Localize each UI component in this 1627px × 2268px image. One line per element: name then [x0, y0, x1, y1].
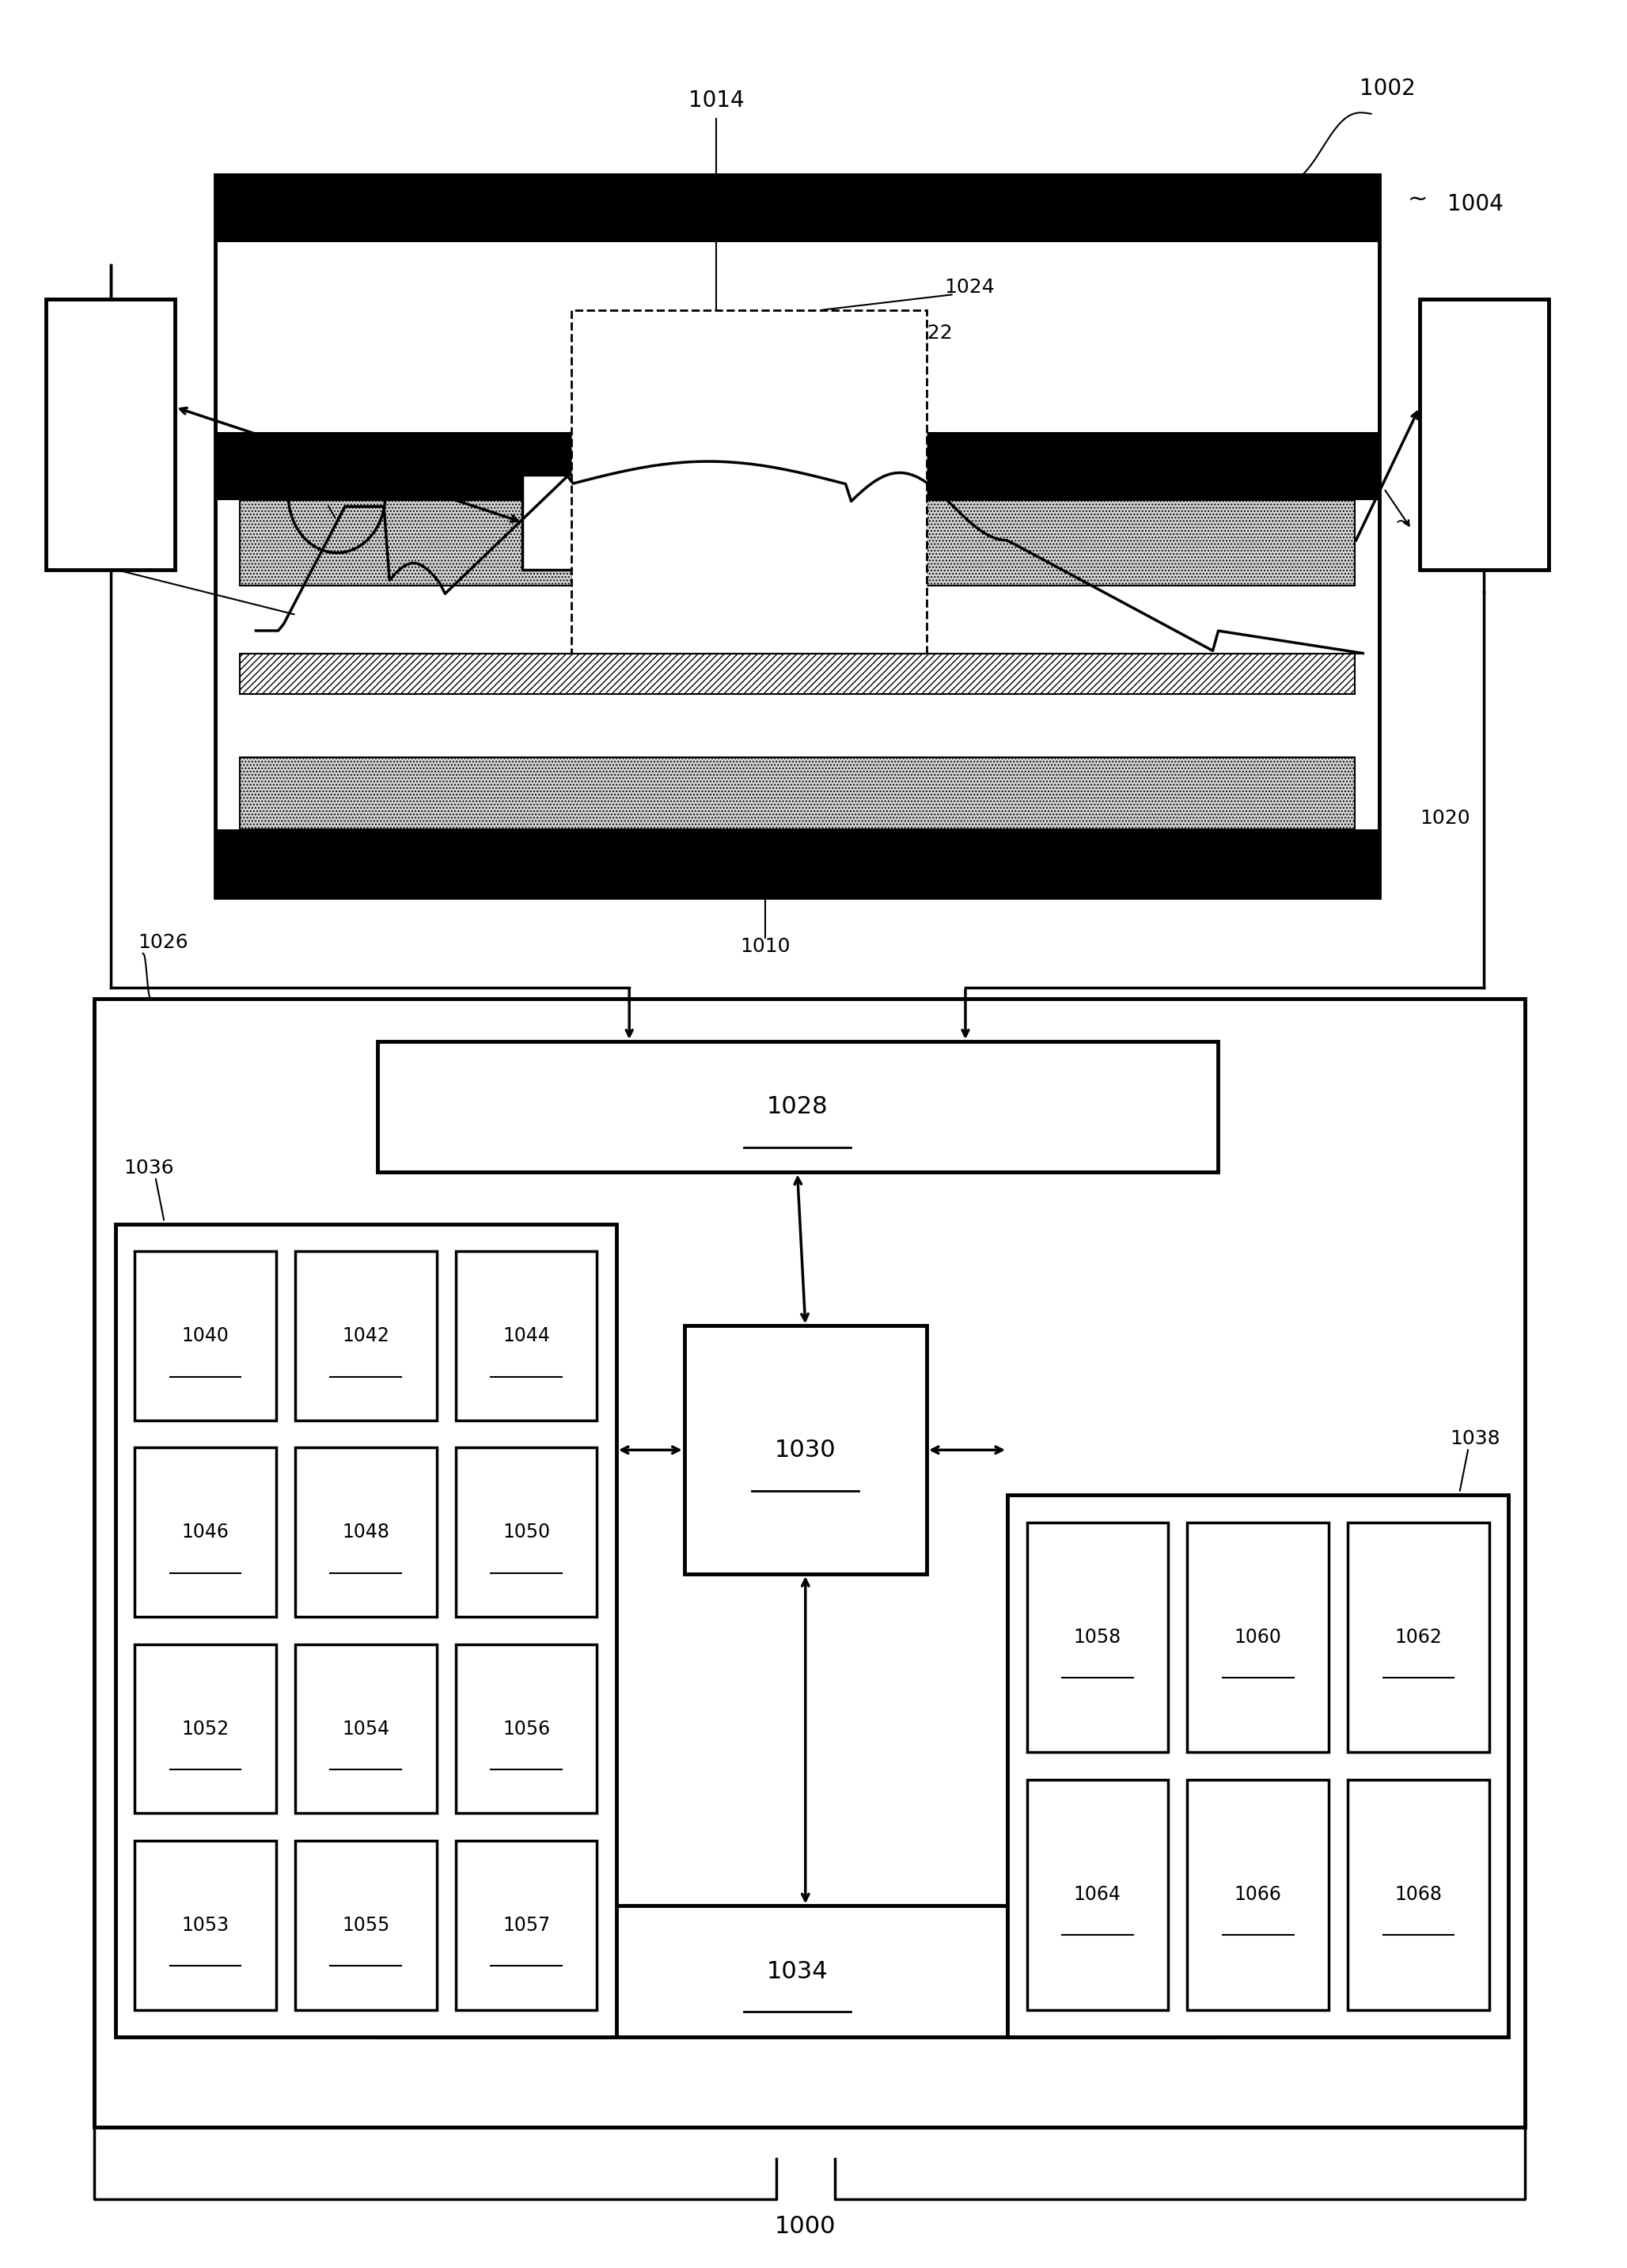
Bar — [294, 1447, 436, 1617]
Bar — [456, 1447, 597, 1617]
Bar — [215, 433, 1380, 499]
Text: 1002: 1002 — [1359, 77, 1415, 100]
Text: 1042: 1042 — [342, 1327, 389, 1345]
Text: ~: ~ — [1407, 188, 1427, 211]
Text: 1057: 1057 — [503, 1916, 550, 1935]
Text: 1066: 1066 — [1235, 1885, 1282, 1905]
Text: 1064: 1064 — [1074, 1885, 1121, 1905]
Text: 1030: 1030 — [774, 1438, 836, 1461]
Bar — [215, 175, 1380, 898]
Text: 1034: 1034 — [766, 1960, 828, 1982]
Bar — [94, 998, 1524, 2127]
Bar — [571, 311, 927, 683]
Bar — [135, 1447, 277, 1617]
Bar — [1188, 1522, 1329, 1753]
Text: 1020: 1020 — [1419, 807, 1469, 828]
Bar — [239, 499, 1355, 585]
Text: ~: ~ — [1394, 513, 1412, 533]
Text: 1006: 1006 — [1415, 508, 1466, 528]
Text: 1062: 1062 — [1394, 1628, 1442, 1647]
Bar — [1027, 1522, 1168, 1753]
Bar — [135, 1252, 277, 1420]
Bar — [215, 830, 1380, 898]
Text: 1052: 1052 — [182, 1719, 229, 1737]
Text: 1046: 1046 — [182, 1522, 229, 1542]
Bar — [685, 1327, 927, 1574]
Text: 1038: 1038 — [1450, 1429, 1500, 1449]
Bar — [456, 1644, 597, 1814]
Bar — [1347, 1780, 1489, 2009]
Text: 1055: 1055 — [342, 1916, 390, 1935]
Text: 1058: 1058 — [1074, 1628, 1121, 1647]
Bar — [377, 1041, 1217, 1173]
Bar — [1027, 1780, 1168, 2009]
Bar — [239, 653, 1355, 694]
Text: 1040: 1040 — [182, 1327, 229, 1345]
Bar — [135, 1839, 277, 2009]
Bar — [239, 758, 1355, 830]
Text: 1053: 1053 — [182, 1916, 229, 1935]
Bar — [377, 1905, 1217, 2037]
Text: 1054: 1054 — [342, 1719, 389, 1737]
Text: 1044: 1044 — [503, 1327, 550, 1345]
Bar — [1347, 1522, 1489, 1753]
Text: 1026: 1026 — [138, 932, 189, 953]
Text: 1028: 1028 — [766, 1095, 828, 1118]
Bar — [116, 1225, 617, 2037]
Text: 1000: 1000 — [774, 2216, 836, 2239]
Text: 1004: 1004 — [1446, 193, 1503, 215]
Bar — [1419, 299, 1549, 569]
Bar — [294, 1252, 436, 1420]
Text: 1024: 1024 — [944, 279, 994, 297]
Bar — [294, 1644, 436, 1814]
Text: 1012: 1012 — [1453, 390, 1515, 413]
Text: 1050: 1050 — [503, 1522, 550, 1542]
Bar — [135, 1644, 277, 1814]
Text: 1018: 1018 — [52, 549, 103, 567]
Bar — [294, 1839, 436, 2009]
Text: 1010: 1010 — [740, 937, 791, 957]
Text: 1008: 1008 — [457, 431, 508, 451]
Text: 1016: 1016 — [80, 390, 142, 413]
Text: 1036: 1036 — [124, 1159, 174, 1177]
Bar — [215, 175, 1380, 243]
Text: 1022: 1022 — [903, 324, 953, 342]
Text: 1068: 1068 — [1394, 1885, 1442, 1905]
Text: 1060: 1060 — [1235, 1628, 1282, 1647]
Bar — [456, 1839, 597, 2009]
Text: 1048: 1048 — [342, 1522, 389, 1542]
Bar — [522, 474, 830, 569]
Bar — [1007, 1495, 1508, 2037]
Text: 1056: 1056 — [503, 1719, 550, 1737]
Text: 1014: 1014 — [688, 88, 745, 111]
Bar — [46, 299, 176, 569]
Bar — [456, 1252, 597, 1420]
Bar — [1188, 1780, 1329, 2009]
